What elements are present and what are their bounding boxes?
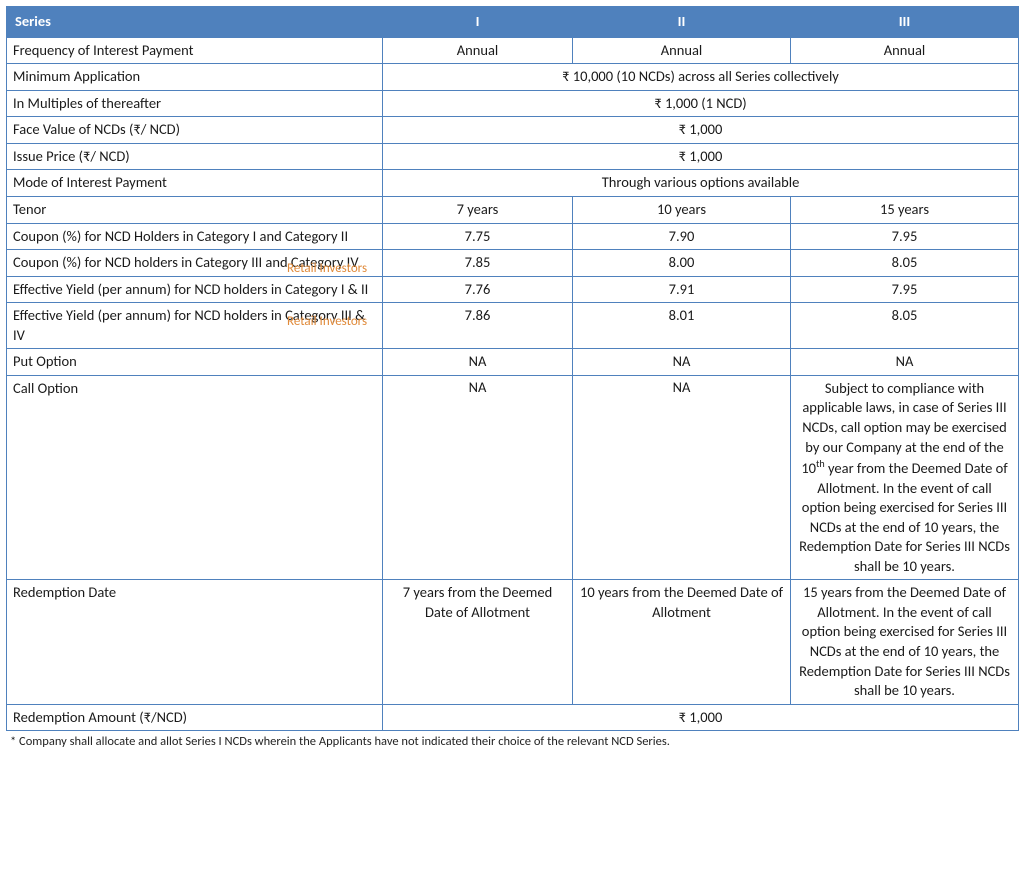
tenor-v1: 7 years	[383, 196, 573, 223]
yield12-v2: 7.91	[573, 276, 791, 303]
label-yield34: Effective Yield (per annum) for NCD hold…	[7, 303, 383, 349]
footnote: * Company shall allocate and allot Serie…	[6, 731, 1018, 749]
label-tenor: Tenor	[7, 196, 383, 223]
row-mode: Mode of Interest Payment Through various…	[7, 170, 1019, 197]
label-yield12: Effective Yield (per annum) for NCD hold…	[7, 276, 383, 303]
row-put-option: Put Option NA NA NA	[7, 349, 1019, 376]
label-multiples: In Multiples of thereafter	[7, 90, 383, 117]
header-series: Series	[7, 7, 383, 38]
row-coupon-cat34: Coupon (%) for NCD holders in Category I…	[7, 250, 1019, 277]
row-face-value: Face Value of NCDs (₹/ NCD) ₹ 1,000	[7, 117, 1019, 144]
row-redemption-date: Redemption Date 7 years from the Deemed …	[7, 580, 1019, 704]
put-v1: NA	[383, 349, 573, 376]
header-col3: III	[791, 7, 1019, 38]
tenor-v2: 10 years	[573, 196, 791, 223]
yield34-v2: 8.01	[573, 303, 791, 349]
retail-overlay-1: Retail Investors	[287, 260, 367, 278]
header-col1: I	[383, 7, 573, 38]
coupon34-v2: 8.00	[573, 250, 791, 277]
put-v2: NA	[573, 349, 791, 376]
header-row: Series I II III	[7, 7, 1019, 38]
label-coupon12: Coupon (%) for NCD Holders in Category I…	[7, 223, 383, 250]
header-col2: II	[573, 7, 791, 38]
redemption-date-v1: 7 years from the Deemed Date of Allotmen…	[383, 580, 573, 704]
ncd-series-table: Series I II III Frequency of Interest Pa…	[6, 6, 1019, 731]
row-frequency: Frequency of Interest Payment Annual Ann…	[7, 37, 1019, 64]
yield34-v1: 7.86	[383, 303, 573, 349]
redemption-date-v2: 10 years from the Deemed Date of Allotme…	[573, 580, 791, 704]
redemption-amt-value: ₹ 1,000	[383, 704, 1019, 731]
yield12-v3: 7.95	[791, 276, 1019, 303]
mode-value: Through various options available	[383, 170, 1019, 197]
retail-overlay-2: Retail Investors	[287, 313, 367, 331]
put-v3: NA	[791, 349, 1019, 376]
row-multiples: In Multiples of thereafter ₹ 1,000 (1 NC…	[7, 90, 1019, 117]
label-issue-price: Issue Price (₹/ NCD)	[7, 143, 383, 170]
label-coupon34: Coupon (%) for NCD holders in Category I…	[7, 250, 383, 277]
label-mode: Mode of Interest Payment	[7, 170, 383, 197]
row-min-app: Minimum Application ₹ 10,000 (10 NCDs) a…	[7, 64, 1019, 91]
label-frequency: Frequency of Interest Payment	[7, 37, 383, 64]
coupon34-v1: 7.85	[383, 250, 573, 277]
call-v3-post: year from the Deemed Date of Allotment. …	[799, 459, 1010, 575]
label-min-app: Minimum Application	[7, 64, 383, 91]
call-v1: NA	[383, 375, 573, 579]
freq-v3: Annual	[791, 37, 1019, 64]
issue-price-value: ₹ 1,000	[383, 143, 1019, 170]
row-yield-cat12: Effective Yield (per annum) for NCD hold…	[7, 276, 1019, 303]
row-call-option: Call Option NA NA Subject to compliance …	[7, 375, 1019, 579]
label-redemption-amt: Redemption Amount (₹/NCD)	[7, 704, 383, 731]
coupon12-v3: 7.95	[791, 223, 1019, 250]
coupon12-v2: 7.90	[573, 223, 791, 250]
call-v2: NA	[573, 375, 791, 579]
freq-v1: Annual	[383, 37, 573, 64]
label-face-value: Face Value of NCDs (₹/ NCD)	[7, 117, 383, 144]
row-coupon-cat12: Coupon (%) for NCD Holders in Category I…	[7, 223, 1019, 250]
row-yield-cat34: Effective Yield (per annum) for NCD hold…	[7, 303, 1019, 349]
row-tenor: Tenor 7 years 10 years 15 years	[7, 196, 1019, 223]
tenor-v3: 15 years	[791, 196, 1019, 223]
min-app-value: ₹ 10,000 (10 NCDs) across all Series col…	[383, 64, 1019, 91]
redemption-date-v3: 15 years from the Deemed Date of Allotme…	[791, 580, 1019, 704]
label-redemption-date: Redemption Date	[7, 580, 383, 704]
row-issue-price: Issue Price (₹/ NCD) ₹ 1,000	[7, 143, 1019, 170]
label-put: Put Option	[7, 349, 383, 376]
call-v3: Subject to compliance with applicable la…	[791, 375, 1019, 579]
row-redemption-amount: Redemption Amount (₹/NCD) ₹ 1,000	[7, 704, 1019, 731]
face-value: ₹ 1,000	[383, 117, 1019, 144]
multiples-value: ₹ 1,000 (1 NCD)	[383, 90, 1019, 117]
label-call: Call Option	[7, 375, 383, 579]
yield12-v1: 7.76	[383, 276, 573, 303]
call-v3-sup: th	[816, 457, 825, 470]
coupon12-v1: 7.75	[383, 223, 573, 250]
freq-v2: Annual	[573, 37, 791, 64]
yield34-v3: 8.05	[791, 303, 1019, 349]
coupon34-v3: 8.05	[791, 250, 1019, 277]
